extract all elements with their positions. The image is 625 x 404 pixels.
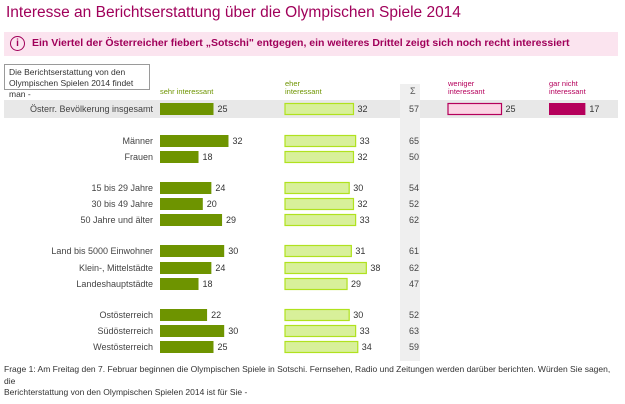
value-sehr-interessant: 24: [215, 263, 225, 273]
value-eher-interessant: 32: [357, 104, 367, 114]
row-label: Südösterreich: [97, 326, 153, 336]
footnote-line-1: Frage 1: Am Freitag den 7. Februar begin…: [4, 364, 611, 386]
bar-eher-interessant: [284, 244, 352, 258]
value-eher-interessant: 32: [357, 152, 367, 162]
value-sum: 54: [409, 183, 419, 193]
value-sum: 50: [409, 152, 419, 162]
bar-eher-interessant: [284, 324, 357, 338]
bar-sehr-interessant: [160, 135, 229, 147]
bar-eher-interessant: [284, 261, 367, 275]
bar-sehr-interessant: [160, 103, 214, 115]
bar-sehr-interessant: [160, 262, 212, 274]
row-label: Landeshauptstädte: [76, 279, 153, 289]
row-label: Frauen: [124, 152, 153, 162]
value-eher-interessant: 31: [355, 246, 365, 256]
value-sehr-interessant: 18: [203, 279, 213, 289]
row-label: Österr. Bevölkerung insgesamt: [30, 104, 154, 114]
bar-eher-interessant: [284, 102, 355, 116]
row-label: 15 bis 29 Jahre: [91, 183, 153, 193]
value-sehr-interessant: 22: [211, 310, 221, 320]
value-eher-interessant: 32: [357, 199, 367, 209]
summary-banner: i Ein Viertel der Österreicher fiebert „…: [4, 32, 618, 56]
bar-sehr-interessant: [160, 325, 225, 337]
value-sehr-interessant: 29: [226, 215, 236, 225]
bar-sehr-interessant: [160, 309, 208, 321]
value-eher-interessant: 38: [370, 263, 380, 273]
footnote-line-2: Berichterstattung von den Olympischen Sp…: [4, 387, 248, 397]
bar-eher-interessant: [284, 150, 355, 164]
row-label: Männer: [122, 136, 153, 146]
value-sum: 47: [409, 279, 419, 289]
row-label: 50 Jahre und älter: [80, 215, 153, 225]
value-sehr-interessant: 18: [203, 152, 213, 162]
question-box: Die Berichtserstattung von den Olympisch…: [4, 64, 150, 99]
header-sum: Σ: [410, 86, 416, 96]
value-weniger-interessant: 25: [506, 104, 516, 114]
value-sehr-interessant: 24: [215, 183, 225, 193]
value-eher-interessant: 34: [362, 342, 372, 352]
value-eher-interessant: 33: [360, 215, 370, 225]
bar-gar-nicht-interessant: [549, 103, 586, 115]
row-label: Westösterreich: [93, 342, 153, 352]
value-eher-interessant: 30: [353, 310, 363, 320]
row-label: Ostösterreich: [99, 310, 153, 320]
bar-weniger-interessant: [447, 102, 503, 116]
value-eher-interessant: 30: [353, 183, 363, 193]
value-sum: 62: [409, 215, 419, 225]
value-sum: 65: [409, 136, 419, 146]
footnote: Frage 1: Am Freitag den 7. Februar begin…: [4, 364, 616, 399]
bar-eher-interessant: [284, 277, 348, 291]
value-sum: 57: [409, 104, 419, 114]
row-label: Land bis 5000 Einwohner: [51, 246, 153, 256]
value-sehr-interessant: 30: [228, 246, 238, 256]
value-sum: 52: [409, 310, 419, 320]
question-line-2: Olympischen Spielen 2014 findet man -: [9, 78, 134, 99]
value-sehr-interessant: 32: [232, 136, 242, 146]
row-label: 30 bis 49 Jahre: [91, 199, 153, 209]
bar-sehr-interessant: [160, 278, 199, 290]
bar-sehr-interessant: [160, 341, 214, 353]
value-gar-nicht-interessant: 17: [589, 104, 599, 114]
value-eher-interessant: 29: [351, 279, 361, 289]
chart-title: Interesse an Berichtserstattung über die…: [6, 4, 461, 21]
header-eher-interessant-line1: eher: [285, 79, 301, 88]
value-sehr-interessant: 25: [218, 104, 228, 114]
header-sehr-interessant: sehr interessant: [160, 87, 214, 96]
value-sum: 59: [409, 342, 419, 352]
bar-eher-interessant: [284, 134, 357, 148]
value-sum: 63: [409, 326, 419, 336]
header-eher-interessant-line2: interessant: [285, 87, 323, 96]
value-sum: 52: [409, 199, 419, 209]
value-sehr-interessant: 30: [228, 326, 238, 336]
bar-eher-interessant: [284, 213, 357, 227]
value-sum: 61: [409, 246, 419, 256]
value-eher-interessant: 33: [360, 136, 370, 146]
bar-eher-interessant: [284, 308, 350, 322]
header-weniger-interessant-line2: interessant: [448, 87, 486, 96]
value-sum: 62: [409, 263, 419, 273]
bar-eher-interessant: [284, 181, 350, 195]
bar-sehr-interessant: [160, 198, 203, 210]
value-sehr-interessant: 20: [207, 199, 217, 209]
bar-sehr-interessant: [160, 151, 199, 163]
bar-eher-interessant: [284, 197, 355, 211]
value-sehr-interessant: 25: [218, 342, 228, 352]
bar-sehr-interessant: [160, 182, 212, 194]
header-weniger-interessant-line1: weniger: [447, 79, 475, 88]
row-label: Klein-, Mittelstädte: [79, 263, 153, 273]
header-gar-nicht-interessant-line2: interessant: [549, 87, 587, 96]
bar-sehr-interessant: [160, 245, 225, 257]
sum-column-band: [400, 84, 420, 361]
value-eher-interessant: 33: [360, 326, 370, 336]
info-icon: i: [10, 36, 25, 51]
banner-text: Ein Viertel der Österreicher fiebert „So…: [32, 37, 570, 49]
bar-eher-interessant: [284, 340, 359, 354]
bar-sehr-interessant: [160, 214, 223, 226]
header-gar-nicht-interessant-line1: gar nicht: [549, 79, 579, 88]
question-line-1: Die Berichtserstattung von den: [9, 67, 126, 77]
